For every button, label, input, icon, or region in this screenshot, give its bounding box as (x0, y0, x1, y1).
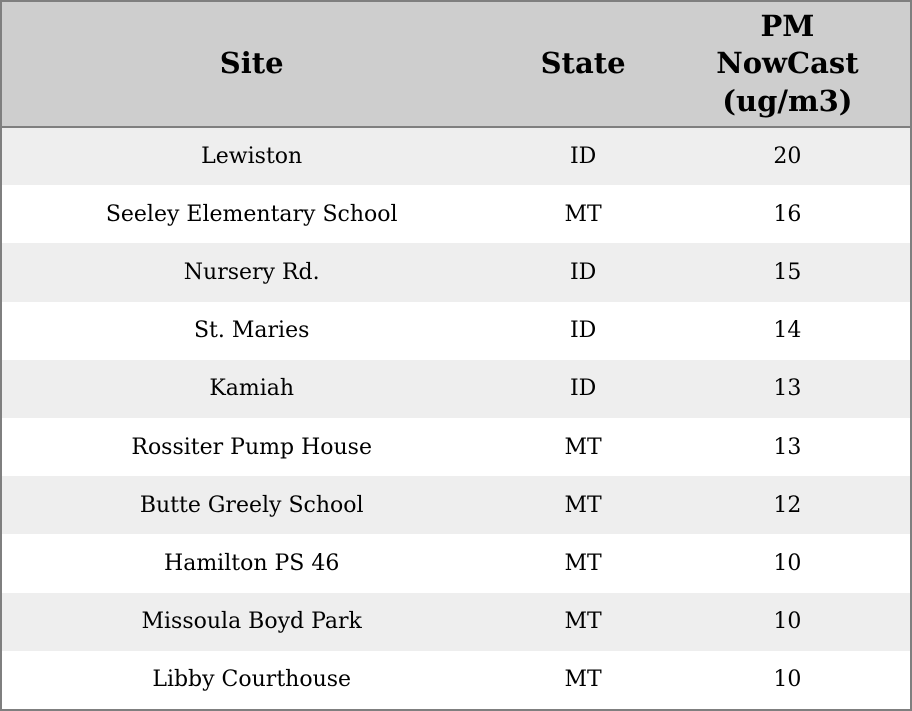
table-row: Lewiston ID 20 (2, 127, 910, 186)
pm-value-cell: 10 (773, 609, 802, 635)
column-header-state-label: State (540, 46, 626, 81)
pm-value-cell: 10 (773, 667, 802, 693)
site-cell: Kamiah (209, 376, 295, 402)
state-cell: ID (569, 144, 597, 170)
state-cell: MT (564, 434, 602, 460)
pm-value-cell: 16 (773, 201, 802, 227)
table-header-row: Site State PM NowCast (ug/m3) (2, 2, 910, 128)
site-cell: Nursery Rd. (183, 259, 320, 285)
site-cell: Rossiter Pump House (131, 434, 372, 460)
pm-value-cell: 13 (773, 434, 802, 460)
site-cell: Lewiston (201, 144, 303, 170)
state-cell: MT (564, 492, 602, 518)
site-cell: Missoula Boyd Park (141, 609, 362, 635)
table-row: St. Maries ID 14 (2, 301, 910, 360)
pm-value-cell: 20 (773, 144, 802, 170)
state-cell: MT (564, 201, 602, 227)
table-row: Hamilton PS 46 MT 10 (2, 534, 910, 593)
table-row: Kamiah ID 13 (2, 359, 910, 418)
pm-value-cell: 15 (773, 259, 802, 285)
column-header-pm-nowcast: PM NowCast (ug/m3) (664, 2, 910, 128)
site-cell: St. Maries (193, 318, 310, 344)
column-header-pm-nowcast-label: PM NowCast (ug/m3) (716, 9, 859, 118)
pm-value-cell: 13 (773, 376, 802, 402)
column-header-site-label: Site (219, 46, 284, 81)
pm-value-cell: 14 (773, 318, 802, 344)
state-cell: ID (569, 318, 597, 344)
table-row: Libby Courthouse MT 10 (2, 650, 910, 709)
pm-value-cell: 10 (773, 550, 802, 576)
site-cell: Hamilton PS 46 (164, 550, 340, 576)
table-row: Rossiter Pump House MT 13 (2, 417, 910, 477)
state-cell: MT (564, 550, 602, 576)
column-header-state: State (501, 2, 665, 128)
site-cell: Seeley Elementary School (105, 201, 398, 227)
state-cell: ID (569, 259, 597, 285)
table-row: Seeley Elementary School MT 16 (2, 185, 910, 244)
table-row: Missoula Boyd Park MT 10 (2, 592, 910, 651)
state-cell: MT (564, 667, 602, 693)
site-cell: Libby Courthouse (152, 667, 352, 693)
table-row: Butte Greely School MT 12 (2, 476, 910, 535)
column-header-site: Site (2, 2, 502, 128)
state-cell: ID (569, 376, 597, 402)
pm-value-cell: 12 (773, 492, 802, 518)
site-cell: Butte Greely School (139, 492, 364, 518)
table-row: Nursery Rd. ID 15 (2, 243, 910, 302)
state-cell: MT (564, 609, 602, 635)
